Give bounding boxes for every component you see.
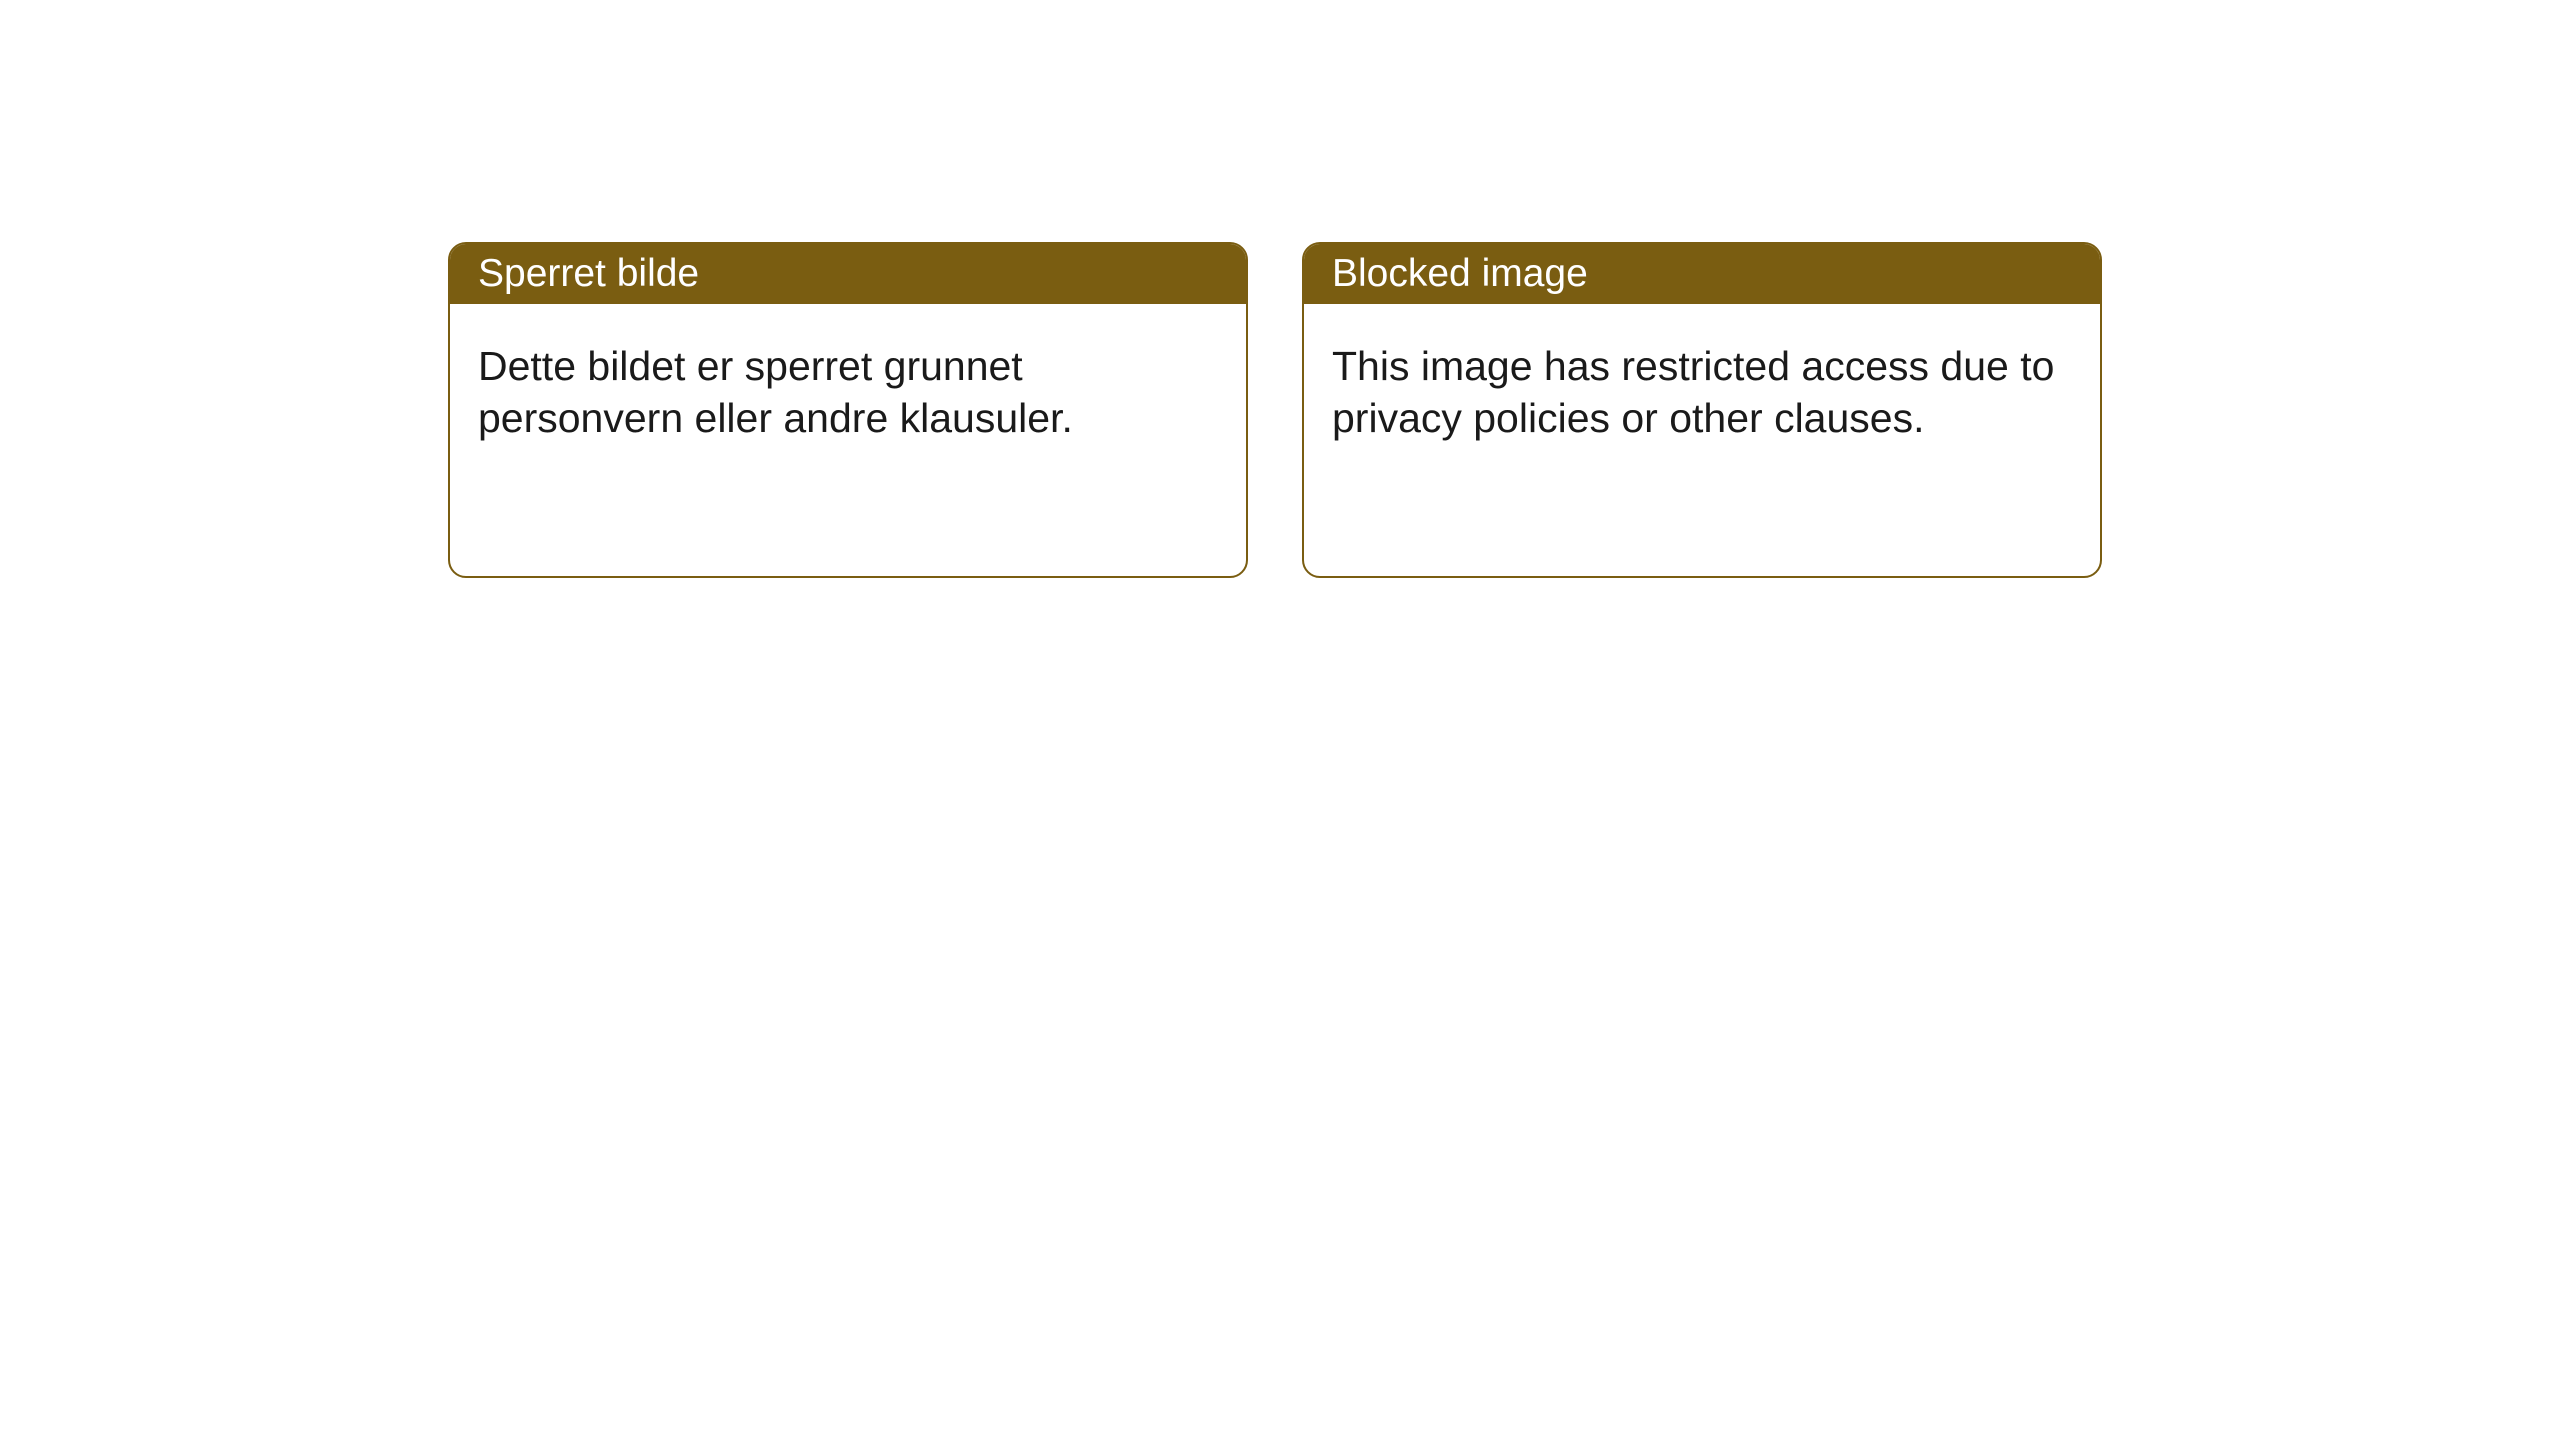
notice-body-en: This image has restricted access due to … — [1304, 304, 2100, 480]
notice-title-en: Blocked image — [1332, 252, 1588, 296]
notice-title-no: Sperret bilde — [478, 252, 699, 296]
notice-container: Sperret bilde Dette bildet er sperret gr… — [0, 0, 2560, 578]
notice-text-no: Dette bildet er sperret grunnet personve… — [478, 343, 1073, 441]
notice-text-en: This image has restricted access due to … — [1332, 343, 2054, 441]
notice-card-en: Blocked image This image has restricted … — [1302, 242, 2102, 578]
notice-header-no: Sperret bilde — [450, 244, 1246, 304]
notice-card-no: Sperret bilde Dette bildet er sperret gr… — [448, 242, 1248, 578]
notice-header-en: Blocked image — [1304, 244, 2100, 304]
notice-body-no: Dette bildet er sperret grunnet personve… — [450, 304, 1246, 480]
